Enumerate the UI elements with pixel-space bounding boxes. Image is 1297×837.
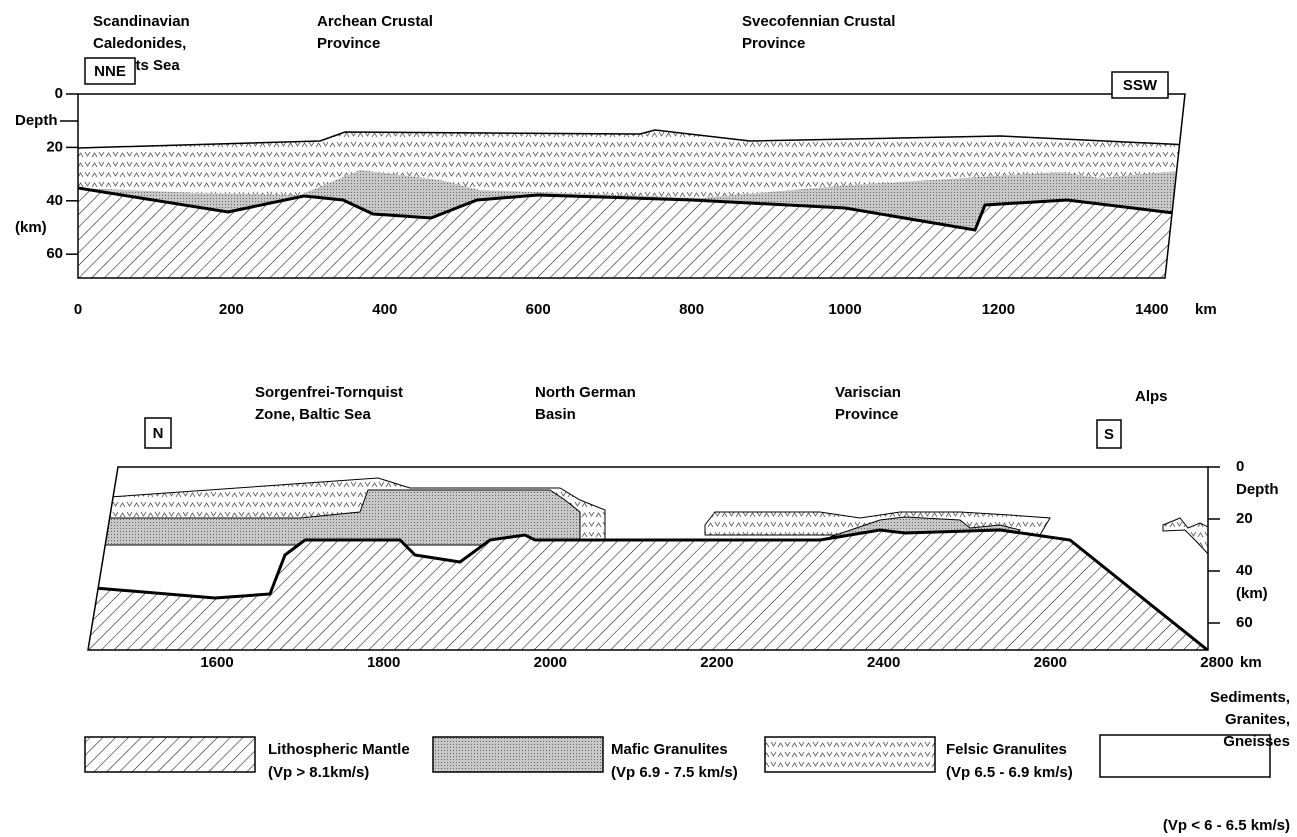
distance-tick-label: 0 bbox=[74, 301, 82, 318]
region-label: Variscian bbox=[835, 384, 901, 401]
depth-axis-label: Depth bbox=[15, 112, 58, 129]
distance-tick-label: 1200 bbox=[982, 301, 1015, 318]
depth-axis-label: Depth bbox=[1236, 481, 1279, 498]
distance-tick-label: 1400 bbox=[1135, 301, 1168, 318]
legend-label: (Vp > 8.1km/s) bbox=[268, 764, 369, 781]
distance-tick-label: 2800 bbox=[1200, 654, 1233, 671]
distance-tick-label: 400 bbox=[372, 301, 397, 318]
legend-label: Felsic Granulites bbox=[946, 741, 1067, 758]
distance-tick-label: 2000 bbox=[534, 654, 567, 671]
distance-tick-label: 1800 bbox=[367, 654, 400, 671]
distance-tick-label: 1000 bbox=[828, 301, 861, 318]
region-label: Basin bbox=[535, 406, 576, 423]
region-label: North German bbox=[535, 384, 636, 401]
direction-label: NNE bbox=[94, 63, 126, 80]
distance-unit: km bbox=[1195, 301, 1217, 318]
legend-label: Lithospheric Mantle bbox=[268, 741, 410, 758]
depth-tick-label: 60 bbox=[46, 245, 63, 262]
felsic-layer bbox=[1163, 518, 1210, 556]
distance-tick-label: 2600 bbox=[1034, 654, 1067, 671]
region-label: Alps bbox=[1135, 388, 1168, 405]
legend-swatch-mafic bbox=[433, 737, 603, 772]
legend-swatch-mantle bbox=[85, 737, 255, 772]
depth-axis-unit: (km) bbox=[15, 219, 47, 236]
depth-tick-label: 40 bbox=[1236, 562, 1253, 579]
mantle-layer bbox=[80, 530, 1210, 652]
region-label: Province bbox=[317, 35, 380, 52]
region-label: Archean Crustal bbox=[317, 13, 433, 30]
region-label: Province bbox=[835, 406, 898, 423]
direction-label: S bbox=[1104, 426, 1114, 443]
distance-unit: km bbox=[1240, 654, 1262, 671]
cross-section-figure: ScandinavianCaledonides,Barents SeaArche… bbox=[0, 0, 1297, 837]
region-label: Scandinavian bbox=[93, 13, 190, 30]
legend-label: Mafic Granulites bbox=[611, 741, 728, 758]
depth-tick-label: 20 bbox=[46, 138, 63, 155]
region-label: Svecofennian Crustal bbox=[742, 13, 895, 30]
depth-tick-label: 0 bbox=[1236, 458, 1244, 475]
distance-tick-label: 600 bbox=[526, 301, 551, 318]
depth-tick-label: 0 bbox=[55, 85, 63, 102]
distance-tick-label: 1600 bbox=[200, 654, 233, 671]
depth-tick-label: 60 bbox=[1236, 614, 1253, 631]
distance-tick-label: 2400 bbox=[867, 654, 900, 671]
top-section-layers bbox=[78, 130, 1190, 280]
legend-label: Sediments, bbox=[1210, 689, 1290, 706]
legend-label: (Vp 6.5 - 6.9 km/s) bbox=[946, 764, 1073, 781]
legend-label: Granites, bbox=[1225, 711, 1290, 728]
depth-tick-label: 20 bbox=[1236, 510, 1253, 527]
legend-label: (Vp 6.9 - 7.5 km/s) bbox=[611, 764, 738, 781]
region-label: Caledonides, bbox=[93, 35, 186, 52]
bottom-section-layers bbox=[80, 478, 1210, 652]
direction-label: SSW bbox=[1123, 77, 1158, 94]
region-label: Province bbox=[742, 35, 805, 52]
distance-tick-label: 200 bbox=[219, 301, 244, 318]
distance-tick-label: 2200 bbox=[700, 654, 733, 671]
depth-tick-label: 40 bbox=[46, 192, 63, 209]
region-label: Zone, Baltic Sea bbox=[255, 406, 372, 423]
direction-label: N bbox=[153, 425, 164, 442]
region-label: Sorgenfrei-Tornquist bbox=[255, 384, 403, 401]
depth-axis-unit: (km) bbox=[1236, 585, 1268, 602]
legend-label: Gneisses bbox=[1223, 733, 1290, 750]
legend-swatch-felsic bbox=[765, 737, 935, 772]
legend-label: (Vp < 6 - 6.5 km/s) bbox=[1163, 817, 1290, 834]
distance-tick-label: 800 bbox=[679, 301, 704, 318]
